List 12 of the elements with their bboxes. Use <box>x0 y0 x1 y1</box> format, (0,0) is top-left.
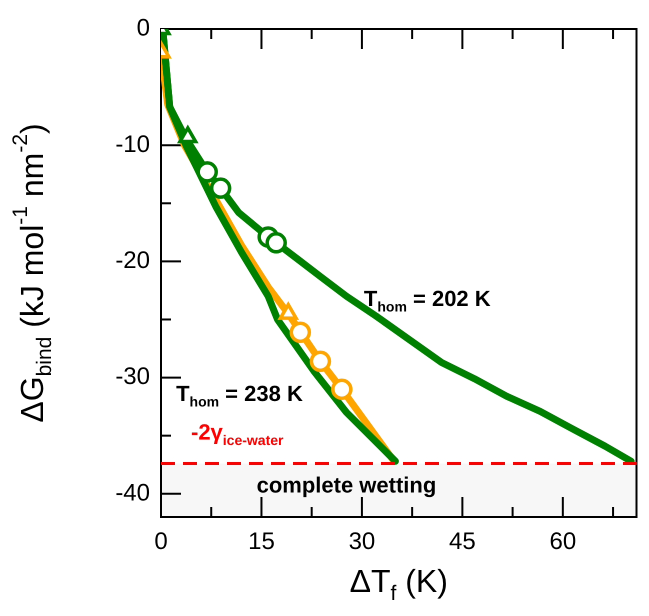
y-tick-label: 0 <box>136 14 150 42</box>
y-tick-label: -20 <box>115 247 150 274</box>
y-tick-label: -10 <box>115 130 150 158</box>
x-tick-label: 45 <box>449 528 476 556</box>
x-tick-label: 60 <box>549 528 576 556</box>
x-tick-label: 15 <box>248 528 275 556</box>
y-tick-label: -40 <box>115 479 150 506</box>
band-label: complete wetting <box>256 472 436 498</box>
y-axis-title: ΔGbind (kJ mol-1 nm-2) <box>8 123 56 423</box>
y-tick-label: -30 <box>115 363 150 390</box>
x-tick-label: 30 <box>348 528 376 556</box>
x-tick-label: 0 <box>154 528 168 556</box>
